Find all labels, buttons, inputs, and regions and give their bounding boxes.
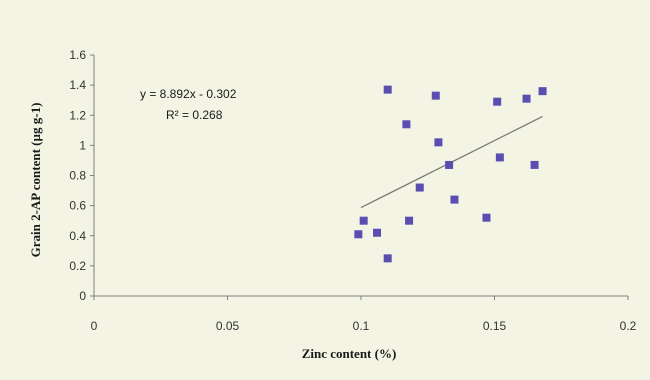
y-tick-label: 1.2	[69, 108, 86, 122]
data-points	[354, 85, 547, 263]
data-point	[405, 216, 414, 225]
x-tick-label: 0.05	[216, 319, 240, 333]
x-tick-label: 0	[91, 319, 98, 333]
data-point	[383, 85, 392, 94]
y-tick-label: 0	[79, 289, 86, 303]
data-point	[495, 153, 504, 162]
data-point	[354, 230, 363, 239]
y-tick-label: 0.4	[69, 229, 86, 243]
y-axis-title: Grain 2-AP content (µg g-1)	[28, 103, 43, 258]
trendline-r-squared: R² = 0.268	[166, 108, 223, 122]
y-tick-label: 0.6	[69, 199, 86, 213]
data-point	[383, 254, 392, 263]
x-tick-label: 0.15	[483, 319, 507, 333]
data-point	[522, 94, 531, 103]
data-point	[373, 228, 382, 237]
x-axis-title: Zinc content (%)	[302, 346, 397, 361]
data-point	[359, 216, 368, 225]
data-point	[431, 91, 440, 100]
tick-labels: 0 0.2 0.4 0.6 0.8 1 1.2 1.4 1.6 0 0.05 0.1 0.15 0.2	[69, 48, 636, 333]
x-tick-label: 0.1	[353, 319, 370, 333]
y-tick-label: 1	[79, 138, 86, 152]
data-point	[415, 183, 424, 192]
y-tick-label: 0.8	[69, 169, 86, 183]
data-point	[538, 87, 547, 96]
y-tick-label: 1.4	[69, 78, 86, 92]
data-point	[450, 195, 459, 204]
trendline-equation: y = 8.892x - 0.302	[140, 87, 237, 101]
y-tick-label: 1.6	[69, 48, 86, 62]
axes	[90, 54, 629, 300]
data-point	[493, 97, 502, 106]
data-point	[445, 160, 454, 169]
y-tick-label: 0.2	[69, 259, 86, 273]
data-point	[482, 213, 491, 222]
x-tick-label: 0.2	[620, 319, 637, 333]
data-point	[402, 120, 411, 129]
data-point	[530, 160, 539, 169]
data-point	[434, 138, 443, 147]
